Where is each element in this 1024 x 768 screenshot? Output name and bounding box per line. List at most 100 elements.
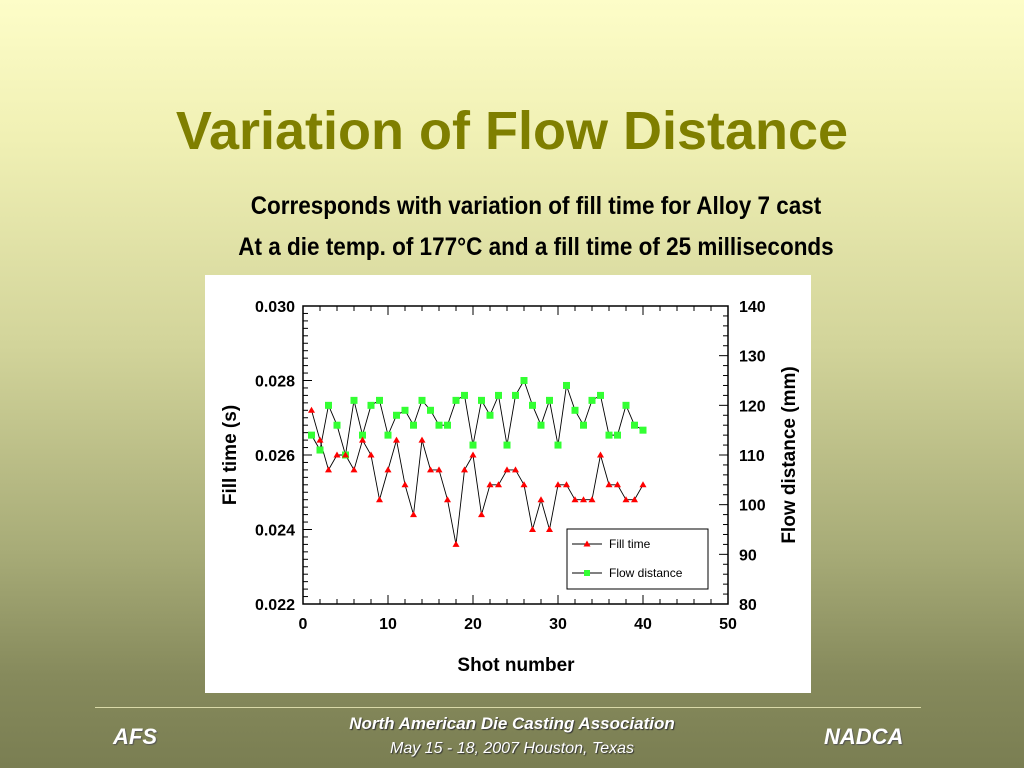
- fill-time-point: [350, 466, 358, 473]
- flow-distance-point: [333, 421, 341, 429]
- flow-distance-point: [614, 431, 621, 439]
- fill-time-point: [512, 466, 519, 473]
- fill-time-point: [461, 466, 468, 473]
- fill-time-point: [529, 526, 536, 532]
- legend-flow-distance-label: Flow distance: [609, 566, 683, 580]
- fill-time-point: [393, 436, 400, 443]
- fill-time-point: [597, 451, 604, 458]
- flow-distance-point: [512, 391, 519, 399]
- flow-distance-point: [605, 431, 613, 439]
- fill-time-point: [537, 496, 545, 503]
- y2-tick-label: 110: [739, 448, 765, 465]
- flow-distance-point: [503, 441, 511, 449]
- fill-time-point: [520, 481, 528, 488]
- fill-time-point: [614, 481, 621, 488]
- y2-tick-label: 130: [739, 349, 766, 366]
- legend-fill-time-label: Fill time: [609, 537, 651, 551]
- flow-distance-point: [486, 411, 494, 419]
- flow-distance-point: [418, 396, 426, 404]
- flow-distance-point: [495, 391, 502, 399]
- fill-time-point: [503, 466, 511, 473]
- y-tick-label: 0.024: [255, 523, 295, 540]
- fill-time-point: [376, 496, 383, 503]
- slide-subtitle-line2: At a die temp. of 177°C and a fill time …: [238, 233, 834, 261]
- flow-distance-point: [452, 396, 460, 404]
- fill-time-point: [427, 466, 434, 473]
- legend: Fill time Flow distance: [566, 528, 709, 590]
- slide-subtitle-line1: Corresponds with variation of fill time …: [250, 192, 822, 220]
- series-layer: [308, 377, 647, 547]
- footer-afs: AFS: [113, 724, 157, 749]
- fill-time-point: [469, 451, 477, 458]
- fill-time-point: [325, 466, 332, 473]
- x-tick-label: 30: [549, 616, 567, 633]
- fill-time-point: [401, 481, 409, 488]
- flow-distance-point: [571, 406, 579, 414]
- flow-distance-point: [359, 431, 366, 439]
- fill-time-point: [333, 451, 341, 458]
- fill-time-point: [563, 481, 570, 488]
- y-axis-label: Fill time (s): [220, 405, 241, 505]
- y2-tick-label: 90: [739, 547, 757, 564]
- y2-tick-label: 80: [739, 597, 757, 614]
- fill-time-point: [308, 406, 315, 413]
- x-tick-label: 50: [719, 616, 737, 633]
- flow-chart: 0 10 20 30 40 50 0.022 0.024 0.026 0.028 0.030 80 90…: [220, 299, 800, 676]
- flow-distance-point: [520, 377, 528, 384]
- fill-time-point: [588, 496, 596, 503]
- footer-org-name: North American Die Casting Association: [349, 714, 675, 733]
- slide-title: Variation of Flow Distance: [175, 101, 849, 161]
- fill-time-point: [435, 466, 443, 473]
- flow-distance-point: [393, 411, 400, 419]
- flow-distance-point: [325, 401, 332, 409]
- flow-distance-point: [639, 426, 647, 434]
- flow-distance-point: [308, 431, 315, 439]
- flow-distance-point: [350, 396, 358, 404]
- flow-distance-point: [597, 391, 604, 399]
- fill-time-point: [452, 540, 460, 547]
- flow-distance-point: [588, 396, 596, 404]
- axis-tick-labels: 0 10 20 30 40 50 0.022 0.024 0.026 0.028 0.030 80 90…: [255, 299, 766, 633]
- footer-nadca: NADCA: [824, 724, 904, 749]
- fill-time-point: [418, 436, 426, 443]
- y2-tick-label: 120: [739, 398, 766, 415]
- y2-tick-label: 140: [739, 299, 766, 316]
- flow-distance-point: [444, 421, 451, 429]
- y-tick-label: 0.026: [255, 448, 295, 465]
- flow-distance-point: [435, 421, 443, 429]
- y-tick-label: 0.022: [255, 597, 295, 614]
- flow-distance-point: [384, 431, 392, 439]
- fill-time-point: [316, 436, 324, 443]
- fill-time-point: [478, 511, 485, 518]
- x-tick-label: 0: [299, 616, 308, 633]
- flow-distance-line: [311, 379, 644, 456]
- fill-time-point: [622, 496, 630, 503]
- flow-distance-point: [580, 421, 587, 429]
- flow-distance-point: [410, 421, 417, 429]
- fill-time-point: [444, 496, 451, 503]
- flow-distance-point: [622, 401, 630, 409]
- fill-time-point: [554, 481, 562, 488]
- flow-distance-point: [478, 396, 485, 404]
- fill-time-point: [631, 496, 638, 503]
- legend-flow-distance-marker: [584, 570, 590, 576]
- fill-time-point: [486, 481, 494, 488]
- fill-time-point: [580, 496, 587, 503]
- y-tick-label: 0.030: [255, 299, 295, 316]
- flow-distance-point: [427, 406, 434, 414]
- fill-time-point: [639, 481, 647, 488]
- fill-time-point: [384, 466, 392, 473]
- fill-time-point: [546, 526, 553, 532]
- footer-divider: [95, 707, 921, 708]
- fill-time-point: [367, 451, 375, 458]
- flow-distance-point: [461, 391, 468, 399]
- x-tick-label: 10: [379, 616, 397, 633]
- chart-panel: 0 10 20 30 40 50 0.022 0.024 0.026 0.028 0.030 80 90…: [205, 275, 811, 693]
- footer-event-date: May 15 - 18, 2007 Houston, Texas: [390, 740, 634, 757]
- flow-distance-point: [546, 396, 553, 404]
- fill-time-point: [410, 511, 417, 518]
- x-tick-label: 20: [464, 616, 482, 633]
- flow-distance-point: [376, 396, 383, 404]
- flow-distance-point: [563, 381, 570, 389]
- fill-time-point: [342, 451, 349, 458]
